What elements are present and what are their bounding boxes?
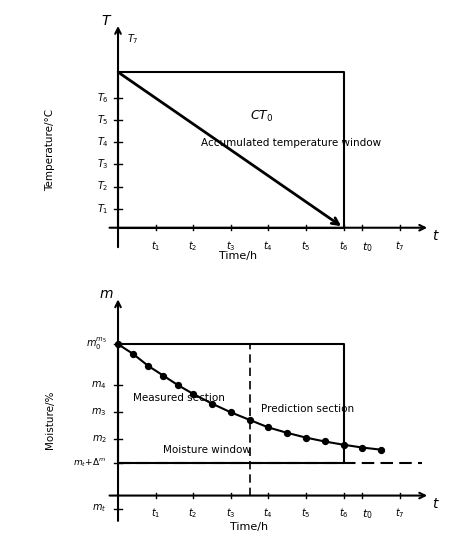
Text: $t_{4}$: $t_{4}$ xyxy=(263,239,273,252)
Text: $m_t\!+\!\Delta^{m}$: $m_t\!+\!\Delta^{m}$ xyxy=(73,457,107,469)
Point xyxy=(359,443,366,452)
Text: $t_{4}$: $t_{4}$ xyxy=(263,507,273,520)
Point xyxy=(321,437,328,446)
Text: $t_{2}$: $t_{2}$ xyxy=(189,239,198,252)
Text: $m$: $m$ xyxy=(100,287,114,301)
Text: $T_7$: $T_7$ xyxy=(127,32,139,46)
Text: $m_2$: $m_2$ xyxy=(92,433,107,446)
Text: $m_0^{m_5}$: $m_0^{m_5}$ xyxy=(86,336,107,353)
Text: Time/h: Time/h xyxy=(219,251,258,261)
Text: $t_{7}$: $t_{7}$ xyxy=(395,239,405,252)
Text: $m_3$: $m_3$ xyxy=(92,406,107,418)
Point xyxy=(377,446,385,454)
Point xyxy=(265,423,272,432)
Text: $t_0$: $t_0$ xyxy=(362,508,373,521)
Point xyxy=(246,415,253,424)
Text: Prediction section: Prediction section xyxy=(261,404,354,414)
Text: Accumulated temperature window: Accumulated temperature window xyxy=(201,138,381,149)
Text: $T_{6}$: $T_{6}$ xyxy=(97,91,109,104)
Point xyxy=(160,371,167,380)
Point xyxy=(144,361,152,370)
Text: $t_{6}$: $t_{6}$ xyxy=(339,239,348,252)
Text: $t$: $t$ xyxy=(432,497,440,511)
Text: Time/h: Time/h xyxy=(230,521,269,531)
Text: $t_{3}$: $t_{3}$ xyxy=(226,507,235,520)
Text: $CT_0$: $CT_0$ xyxy=(249,109,273,124)
Text: $T_{3}$: $T_{3}$ xyxy=(97,157,109,171)
Text: $t_{6}$: $t_{6}$ xyxy=(339,507,348,520)
Text: Moisture/%: Moisture/% xyxy=(46,390,55,449)
Point xyxy=(189,389,197,398)
Text: $T$: $T$ xyxy=(101,14,112,28)
Text: $t_{5}$: $t_{5}$ xyxy=(301,239,311,252)
Text: Temperature/°C: Temperature/°C xyxy=(46,109,55,191)
Text: $T_{4}$: $T_{4}$ xyxy=(97,135,109,149)
Point xyxy=(175,381,182,389)
Text: $T_{2}$: $T_{2}$ xyxy=(97,180,109,194)
Text: $t_{1}$: $t_{1}$ xyxy=(151,507,160,520)
Point xyxy=(284,428,291,437)
Point xyxy=(129,349,137,358)
Point xyxy=(115,340,122,349)
Text: $T_{5}$: $T_{5}$ xyxy=(97,113,109,127)
Point xyxy=(340,441,347,449)
Point xyxy=(302,433,309,442)
Text: $m_t$: $m_t$ xyxy=(92,503,107,514)
Text: $t_{2}$: $t_{2}$ xyxy=(189,507,198,520)
Text: $t_{3}$: $t_{3}$ xyxy=(226,239,235,252)
Point xyxy=(208,399,216,408)
Text: $t_{1}$: $t_{1}$ xyxy=(151,239,160,252)
Text: $T_{1}$: $T_{1}$ xyxy=(97,202,109,216)
Text: $t_{7}$: $t_{7}$ xyxy=(395,507,405,520)
Text: $m_4$: $m_4$ xyxy=(91,379,107,391)
Text: $t$: $t$ xyxy=(432,228,440,243)
Text: Moisture window: Moisture window xyxy=(163,445,251,455)
Point xyxy=(227,408,235,417)
Text: $t_{5}$: $t_{5}$ xyxy=(301,507,311,520)
Text: Measured section: Measured section xyxy=(133,393,225,403)
Text: $t_0$: $t_0$ xyxy=(362,240,373,254)
